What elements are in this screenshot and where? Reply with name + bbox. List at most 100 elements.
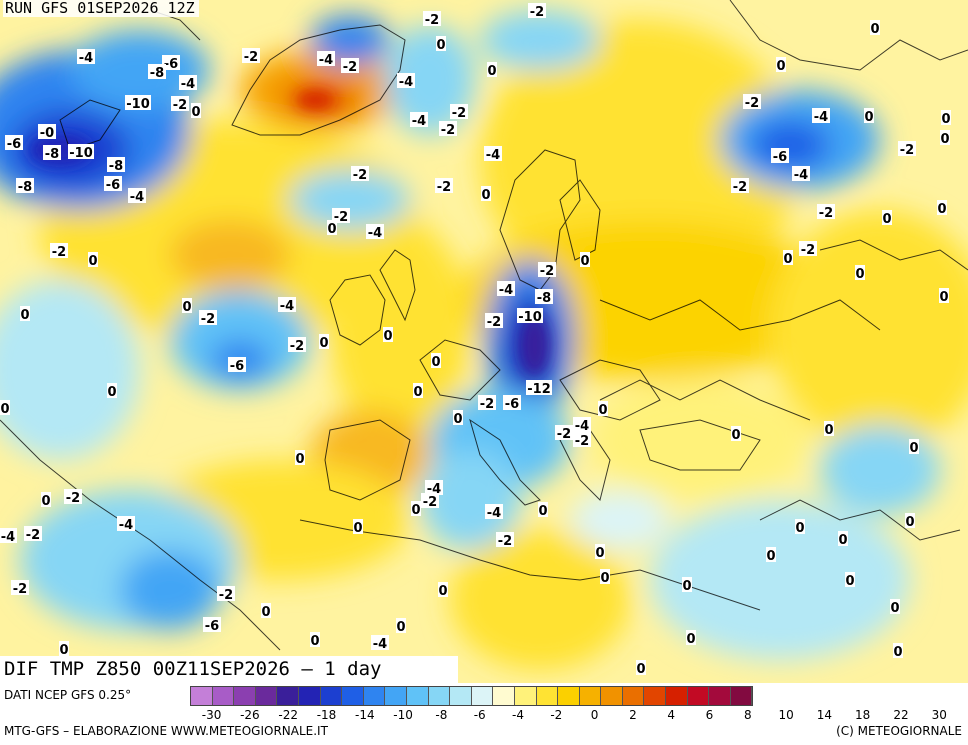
credit-left: MTG-GFS – ELABORAZIONE WWW.METEOGIORNALE…	[4, 724, 328, 738]
color-swatch	[601, 687, 623, 705]
contour-label-bg	[528, 3, 546, 18]
tick-label: 30	[931, 708, 947, 722]
contour-label: 0	[855, 267, 864, 282]
contour-label: -4	[181, 77, 195, 92]
contour-label-bg	[411, 501, 421, 516]
contour-label-bg	[425, 480, 443, 495]
contour-label: 0	[413, 385, 422, 400]
contour-label: -0	[40, 126, 54, 141]
contour-label: -4	[368, 226, 382, 241]
contour-label: -8	[45, 147, 59, 162]
contour-label-bg	[905, 513, 915, 528]
color-swatch	[212, 687, 235, 705]
contour-label: -2	[334, 210, 348, 225]
color-swatch	[666, 687, 688, 705]
contour-label: 0	[182, 300, 191, 315]
contour-label: -2	[801, 243, 815, 258]
contour-label-bg	[812, 108, 830, 123]
color-scale	[190, 686, 754, 706]
contour-label-bg	[24, 526, 42, 541]
contour-label: -2	[498, 534, 512, 549]
contour-label-bg	[439, 121, 457, 136]
contour-label-bg	[538, 262, 556, 277]
contour-label-bg	[421, 493, 439, 508]
color-swatch	[363, 687, 386, 705]
contour-label: -2	[244, 50, 258, 65]
contour-label: 0	[864, 110, 873, 125]
tick-label: 14	[816, 708, 833, 722]
contour-label-bg	[125, 95, 151, 110]
contour-label: -2	[530, 5, 544, 20]
data-source-label: DATI NCEP GFS 0.25°	[4, 688, 132, 702]
contour-label: 0	[595, 546, 604, 561]
color-swatch	[234, 687, 256, 705]
contour-label: -2	[353, 168, 367, 183]
contour-label: -4	[1, 530, 15, 545]
tick-label: 8	[743, 708, 752, 722]
contour-label: -4	[373, 637, 387, 652]
contour-label-bg	[686, 630, 696, 645]
contour-label: 0	[598, 403, 607, 418]
color-swatch	[191, 687, 213, 705]
contour-label: -12	[527, 382, 551, 397]
contour-label: -2	[423, 495, 437, 510]
contour-label: 0	[838, 533, 847, 548]
contour-label: 0	[88, 254, 97, 269]
contour-label-bg	[450, 104, 468, 119]
contour-label: 0	[766, 549, 775, 564]
contour-label-bg	[481, 186, 491, 201]
contour-label: 0	[600, 571, 609, 586]
contour-label: -2	[557, 427, 571, 442]
color-swatch	[385, 687, 407, 705]
contour-label: 0	[909, 441, 918, 456]
contour-label: 0	[0, 402, 9, 417]
contour-label: 0	[383, 329, 392, 344]
contour-label-bg	[203, 617, 221, 632]
contour-label: 0	[686, 632, 695, 647]
contour-label-bg	[107, 383, 117, 398]
color-swatch	[471, 687, 494, 705]
map-title: DIF TMP Z850 00Z11SEP2026 – 1 day	[0, 656, 458, 683]
contour-label: -4	[487, 506, 501, 521]
contour-label: 0	[682, 579, 691, 594]
contour-label-bg	[792, 166, 810, 181]
contour-label-bg	[0, 400, 10, 415]
contour-label-bg	[595, 544, 605, 559]
contour-label: 0	[893, 645, 902, 660]
contour-label-bg	[228, 357, 246, 372]
contour-label: -4	[280, 299, 294, 314]
contour-label-bg	[538, 502, 548, 517]
contour-label: -4	[399, 75, 413, 90]
contour-label: 0	[436, 38, 445, 53]
contour-label: -4	[130, 190, 144, 205]
contour-label-bg	[682, 577, 692, 592]
color-swatch	[579, 687, 602, 705]
contour-label: 0	[939, 290, 948, 305]
contour-label: -8	[18, 180, 32, 195]
contour-label: -6	[773, 150, 787, 165]
contour-label: -4	[119, 518, 133, 533]
color-swatch	[406, 687, 429, 705]
color-swatch	[450, 687, 472, 705]
contour-label: 0	[327, 222, 336, 237]
contour-label: 0	[870, 22, 879, 37]
contour-label-bg	[261, 603, 271, 618]
contour-label-bg	[0, 528, 17, 543]
tick-label: 10	[778, 708, 794, 722]
contour-label: -2	[201, 312, 215, 327]
contour-label-bg	[941, 110, 951, 125]
contour-label-bg	[526, 380, 552, 395]
contour-label: 0	[824, 423, 833, 438]
contour-label-bg	[366, 224, 384, 239]
contour-label-bg	[438, 582, 448, 597]
contour-label-bg	[573, 417, 591, 432]
contour-label-bg	[413, 383, 423, 398]
contour-label: -2	[219, 588, 233, 603]
color-swatch	[687, 687, 710, 705]
contour-label: -2	[66, 491, 80, 506]
contour-label: 0	[438, 584, 447, 599]
contour-label-bg	[496, 532, 514, 547]
contour-label: 0	[41, 494, 50, 509]
contour-label-bg	[743, 94, 761, 109]
contour-label: -2	[441, 123, 455, 138]
